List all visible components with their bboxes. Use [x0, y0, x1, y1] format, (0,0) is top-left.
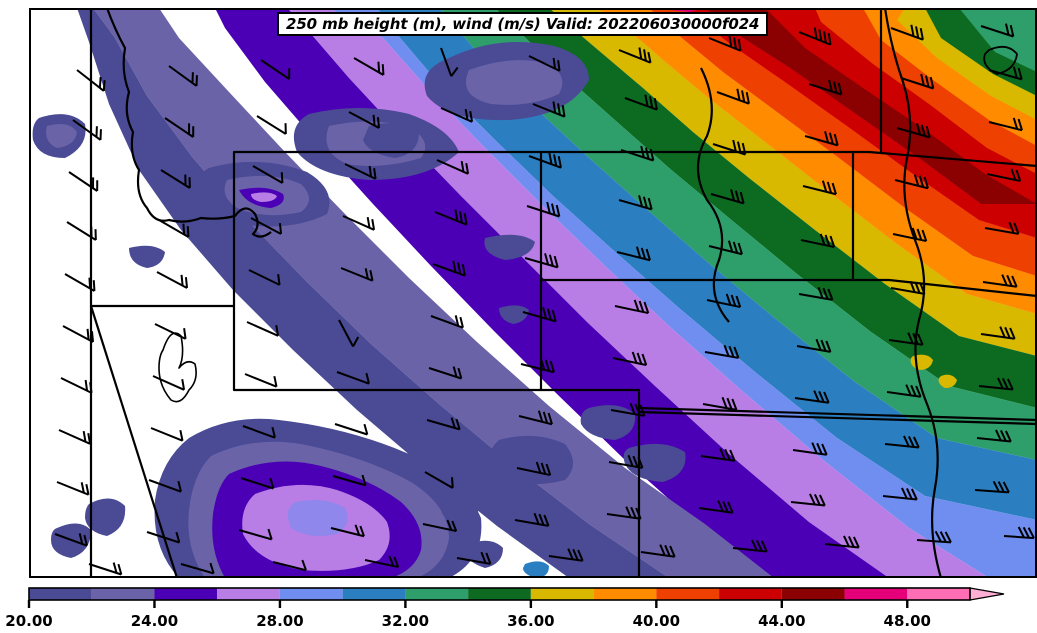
colorbar-band [719, 588, 782, 600]
central-wind-plume [77, 8, 774, 578]
colorbar-tick-label: 36.00 [507, 612, 554, 630]
colorbar-tick-label: 40.00 [633, 612, 680, 630]
colorbar-extend-max [969, 587, 1005, 601]
southwest-wind-plume [51, 418, 482, 578]
colorbar-band [217, 588, 280, 600]
colorbar-canvas: 20.00 24.00 28.00 32.00 36.00 40.00 44.00 48.00 [5, 587, 1005, 630]
map-title-text: 250 mb height (m), wind (m/s) Valid: 202… [286, 15, 760, 33]
colorbar-tick-label: 48.00 [884, 612, 931, 630]
colorbar: 20.00 24.00 28.00 32.00 36.00 40.00 44.00 48.00 [0, 583, 1037, 633]
state-boundaries [89, 8, 1037, 578]
map-plot-area[interactable] [29, 8, 1037, 578]
colorbar-outline [28, 587, 971, 601]
colorbar-tick-label: 24.00 [131, 612, 178, 630]
colorbar-band [91, 588, 155, 600]
colorbar-band [405, 588, 469, 600]
colorbar-tick-labels: 20.00 24.00 28.00 32.00 36.00 40.00 44.00 48.00 [5, 612, 931, 630]
colorbar-band [342, 588, 406, 600]
colorbar-band [907, 588, 970, 600]
map-canvas [29, 8, 1037, 578]
map-title-box: 250 mb height (m), wind (m/s) Valid: 202… [277, 12, 769, 36]
colorbar-band [656, 588, 720, 600]
scattered-wind-patches [32, 42, 589, 324]
colorbar-tick-label: 20.00 [5, 612, 52, 630]
colorbar-bands [29, 587, 1005, 601]
colorbar-tick-label: 28.00 [256, 612, 303, 630]
colorbar-band [154, 588, 218, 600]
colorbar-band [468, 588, 531, 600]
wind-barbs [54, 23, 1035, 576]
colorbar-band [593, 588, 657, 600]
colorbar-band [781, 588, 845, 600]
colorbar-band [530, 588, 594, 600]
colorbar-ticks [27, 600, 909, 608]
colorbar-tick-label: 44.00 [758, 612, 805, 630]
colorbar-band [279, 588, 343, 600]
colorbar-band [844, 588, 908, 600]
colorbar-tick-label: 32.00 [382, 612, 429, 630]
colorbar-band [29, 588, 92, 600]
